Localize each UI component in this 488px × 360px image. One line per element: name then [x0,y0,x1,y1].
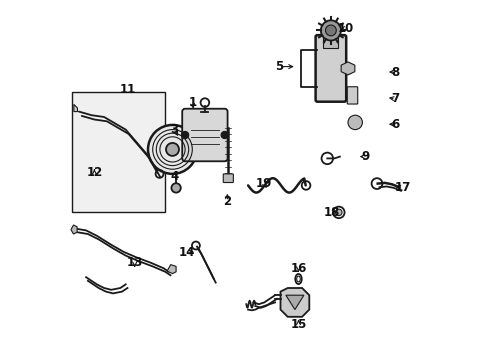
Circle shape [166,143,179,156]
FancyBboxPatch shape [346,87,357,104]
Polygon shape [341,62,354,75]
Text: 10: 10 [337,22,353,35]
Circle shape [335,209,342,216]
Circle shape [320,21,340,40]
Text: 14: 14 [178,246,195,258]
Text: 15: 15 [290,318,306,330]
Bar [323,37,338,48]
Polygon shape [71,225,77,234]
Text: 18: 18 [323,206,340,219]
Polygon shape [74,104,77,112]
Text: 17: 17 [394,181,410,194]
Polygon shape [285,295,303,310]
Text: 7: 7 [391,93,399,105]
Text: 3: 3 [170,123,178,136]
Text: 1: 1 [188,96,196,109]
Circle shape [221,131,228,139]
Text: 12: 12 [86,166,102,179]
Text: 13: 13 [126,256,142,269]
Text: 2: 2 [223,195,231,208]
Text: 9: 9 [360,150,368,163]
Text: 5: 5 [274,60,282,73]
FancyBboxPatch shape [223,174,233,183]
Text: 6: 6 [391,118,399,131]
Text: 4: 4 [170,170,178,183]
Text: 11: 11 [119,83,135,96]
Circle shape [171,183,181,193]
Circle shape [181,131,188,139]
Polygon shape [167,265,176,274]
Text: 8: 8 [391,66,399,78]
Circle shape [148,125,197,174]
Circle shape [325,25,336,36]
Circle shape [347,115,362,130]
FancyBboxPatch shape [182,109,227,161]
Text: 16: 16 [290,262,306,275]
Text: 19: 19 [256,177,272,190]
Bar [72,92,165,212]
FancyBboxPatch shape [315,35,346,102]
Polygon shape [280,288,309,317]
